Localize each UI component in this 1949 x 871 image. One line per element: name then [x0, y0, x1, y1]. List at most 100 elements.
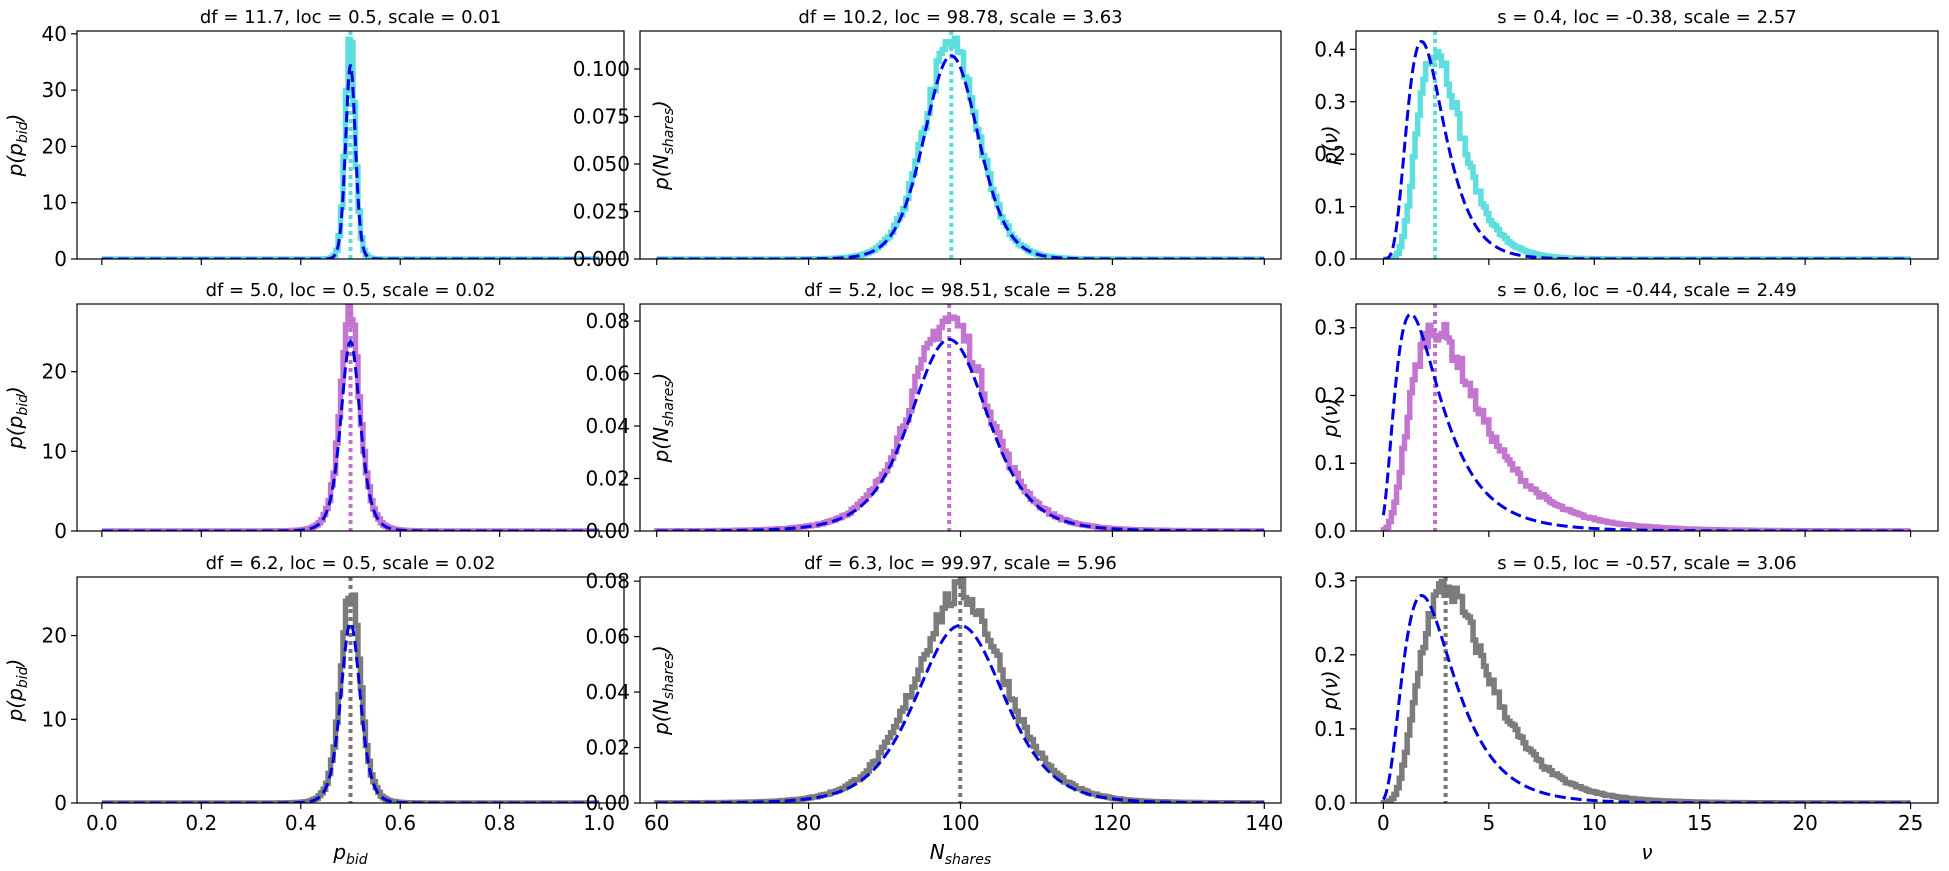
- y-tick-label: 0.06: [585, 362, 630, 386]
- y-tick-label: 0.1: [1314, 451, 1346, 475]
- y-tick-label: 0: [54, 247, 67, 271]
- plot-area: [101, 577, 600, 803]
- y-tick-label: 0.050: [573, 152, 630, 176]
- y-tick-label: 20: [42, 624, 67, 648]
- axes-frame: [1355, 303, 1939, 532]
- y-tick-label: 0.08: [585, 569, 630, 593]
- axes-frame: [76, 30, 625, 260]
- x-tick-label: 100: [941, 811, 979, 835]
- y-axis-label: p(pbid): [3, 386, 31, 450]
- plot-area: [101, 304, 600, 531]
- subplot-nu-row1: 0.0 0.1 0.2 0.3 s = 0.6, loc = -0.44, scale …: [1314, 280, 1939, 543]
- axes-frame: [76, 303, 625, 532]
- x-tick-label: 0: [1377, 811, 1390, 835]
- fit-curve: [656, 624, 1265, 803]
- subplot-title: df = 10.2, loc = 98.78, scale = 3.63: [798, 7, 1122, 28]
- x-tick-label: 80: [796, 811, 821, 835]
- y-tick-label: 0.00: [585, 791, 630, 815]
- subplot-title: df = 5.2, loc = 98.51, scale = 5.28: [804, 280, 1117, 301]
- y-tick-label: 0.2: [1314, 142, 1346, 166]
- fit-curve: [656, 337, 1265, 531]
- y-tick-label: 0.08: [585, 309, 630, 333]
- plot-area: [653, 304, 1265, 531]
- y-axis-label: p(Nshares): [649, 373, 677, 464]
- subplot-title: df = 11.7, loc = 0.5, scale = 0.01: [200, 7, 501, 28]
- x-tick-label: 0.0: [86, 811, 118, 835]
- y-tick-label: 0.075: [573, 105, 630, 129]
- subplot-N_shares-row2: 60 80 100 120 140 0.00 0.02 0.04 0.06 0.08 df = 6.…: [585, 553, 1283, 868]
- x-tick-label: 25: [1898, 811, 1923, 835]
- subplot-N_shares-row0: 0.000 0.025 0.050 0.075 0.100 df = 10.2, loc …: [573, 7, 1282, 271]
- subplot-title: df = 5.0, loc = 0.5, scale = 0.02: [206, 280, 496, 301]
- y-tick-label: 0.00: [585, 519, 630, 543]
- fit-curve: [656, 54, 1265, 259]
- fit-curve: [1382, 594, 1911, 803]
- x-tick-label: 60: [644, 811, 669, 835]
- plot-area: [656, 31, 1265, 259]
- x-axis-label: pbid: [332, 840, 367, 868]
- x-tick-label: 0.8: [484, 811, 516, 835]
- subplot-title: s = 0.5, loc = -0.57, scale = 3.06: [1497, 553, 1796, 574]
- y-axis-label: p(pbid): [3, 114, 31, 178]
- x-tick-label: 140: [1245, 811, 1283, 835]
- histogram-steps: [1380, 321, 1911, 531]
- subplot-nu-row0: 0.0 0.1 0.2 0.3 0.4 s = 0.4, loc = -0.38, sca…: [1314, 7, 1939, 271]
- axes-frame: [639, 303, 1282, 532]
- subplot-title: df = 6.3, loc = 99.97, scale = 5.96: [804, 553, 1117, 574]
- y-tick-label: 20: [42, 134, 67, 158]
- y-axis-label: p(pbid): [3, 659, 31, 723]
- y-tick-label: 0.3: [1314, 316, 1346, 340]
- x-tick-label: 10: [1582, 811, 1607, 835]
- axes-frame: [639, 30, 1282, 260]
- x-tick-label: 0.4: [285, 811, 317, 835]
- y-tick-label: 10: [42, 439, 67, 463]
- y-axis-label: p(ν): [1318, 398, 1342, 438]
- y-tick-label: 0.0: [1314, 519, 1346, 543]
- plot-area: [1380, 577, 1911, 803]
- y-axis-label: p(ν): [1318, 125, 1342, 165]
- x-tick-label: 0.6: [384, 811, 416, 835]
- y-tick-label: 0.1: [1314, 195, 1346, 219]
- y-tick-label: 0.100: [573, 57, 630, 81]
- subplot-N_shares-row1: 0.00 0.02 0.04 0.06 0.08 df = 5.2, loc = 98.5…: [585, 280, 1282, 543]
- y-tick-label: 0.3: [1314, 90, 1346, 114]
- y-tick-label: 0.04: [585, 680, 630, 704]
- y-tick-label: 0.2: [1314, 383, 1346, 407]
- y-axis-label: p(ν): [1318, 670, 1342, 710]
- x-tick-label: 120: [1093, 811, 1131, 835]
- y-tick-label: 10: [42, 191, 67, 215]
- subplot-nu-row2: 0 5 10 15 20 25 0.0 0.1 0.2 0.3 s = 0.5, loc = -0.…: [1314, 553, 1939, 864]
- y-tick-label: 0.02: [585, 467, 630, 491]
- subplot-p_bid-row0: 0 10 20 30 40 df = 11.7, loc = 0.5, scale = 0…: [3, 7, 625, 271]
- subplot-p_bid-row2: 0.0 0.2 0.4 0.6 0.8 1.0 0 10 20 df = 6.2, loc = 0…: [3, 553, 625, 868]
- y-tick-label: 0.06: [585, 625, 630, 649]
- subplot-title: df = 6.2, loc = 0.5, scale = 0.02: [206, 553, 496, 574]
- subplot-p_bid-row1: 0 10 20 df = 5.0, loc = 0.5, scale = 0.02 p(…: [3, 280, 625, 543]
- y-tick-label: 0: [54, 791, 67, 815]
- y-axis-label: p(Nshares): [649, 645, 677, 736]
- y-tick-label: 20: [42, 360, 67, 384]
- y-axis-label: p(Nshares): [649, 100, 677, 191]
- fit-curve: [101, 339, 600, 531]
- plot-area: [1383, 31, 1911, 259]
- y-tick-label: 30: [42, 78, 67, 102]
- subplot-title: s = 0.6, loc = -0.44, scale = 2.49: [1497, 280, 1796, 301]
- y-tick-label: 0.1: [1314, 717, 1346, 741]
- axes-frame: [1355, 576, 1939, 804]
- x-tick-label: 15: [1687, 811, 1712, 835]
- x-tick-label: 0.2: [185, 811, 217, 835]
- y-tick-label: 0.4: [1314, 37, 1346, 61]
- y-tick-label: 0: [54, 519, 67, 543]
- subplot-title: s = 0.4, loc = -0.38, scale = 2.57: [1497, 7, 1796, 28]
- histogram-steps: [1383, 48, 1911, 259]
- y-tick-label: 0.2: [1314, 643, 1346, 667]
- x-axis-label: ν: [1641, 840, 1652, 864]
- fit-curve: [101, 64, 600, 259]
- fit-curve: [1381, 312, 1911, 531]
- axes-frame: [76, 576, 625, 804]
- histogram-steps: [1380, 578, 1911, 803]
- plot-area: [1380, 304, 1911, 531]
- y-tick-label: 0.02: [585, 736, 630, 760]
- y-tick-label: 0.04: [585, 414, 630, 438]
